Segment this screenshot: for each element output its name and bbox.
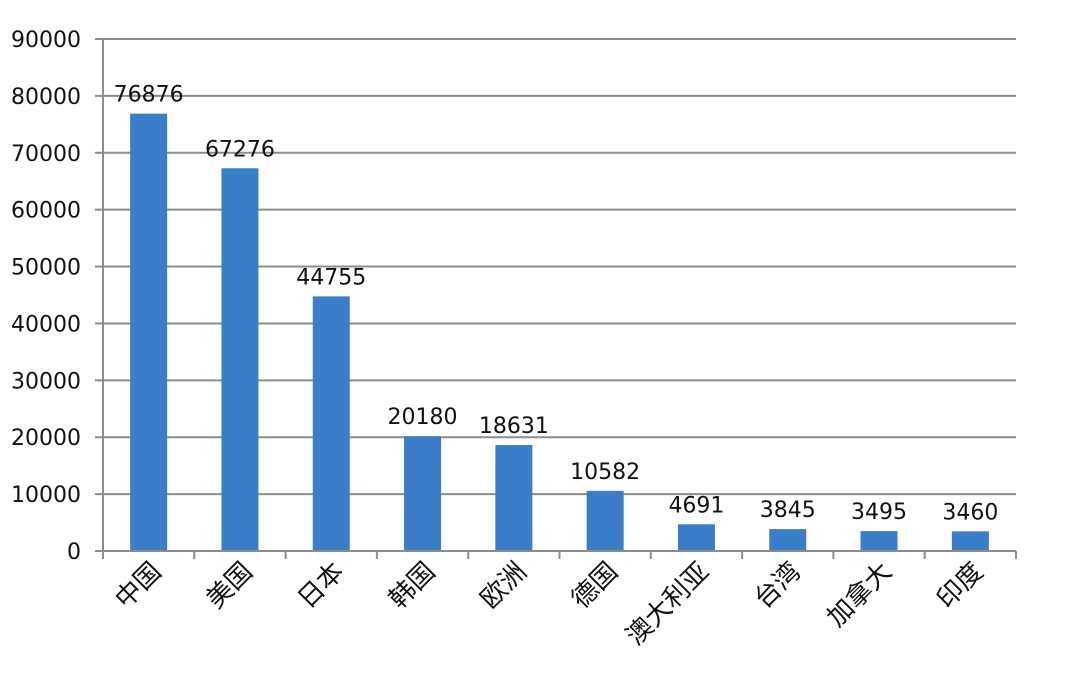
bar-3 (312, 296, 350, 551)
x-tick-label: 欧洲 (475, 557, 533, 615)
bar-9 (860, 531, 898, 551)
x-tick-label: 中国 (110, 557, 168, 615)
x-tick-label: 澳大利亚 (621, 557, 716, 652)
bar-1 (130, 113, 168, 551)
data-label: 10582 (570, 460, 640, 485)
y-tick-label: 70000 (11, 142, 81, 167)
bars (130, 113, 989, 552)
axes: 0 10000 20000 30000 40000 50000 60000 70000 8000… (11, 28, 1017, 565)
y-tick-label: 60000 (11, 199, 81, 224)
data-label: 3460 (942, 500, 998, 525)
x-tick-label: 加拿大 (822, 557, 898, 633)
bar-7 (677, 524, 715, 551)
y-tick-label: 20000 (11, 426, 81, 451)
x-tick-label: 德国 (566, 557, 624, 615)
data-label: 67276 (205, 137, 275, 162)
bar-10 (951, 531, 989, 551)
x-tick-label: 台湾 (749, 557, 807, 615)
y-tick-label: 90000 (11, 28, 81, 53)
y-tick-label: 0 (67, 540, 81, 565)
data-label: 20180 (388, 405, 458, 430)
y-tick-label: 10000 (11, 483, 81, 508)
data-label: 44755 (296, 265, 366, 290)
bar-5 (495, 445, 533, 551)
data-label: 4691 (668, 493, 724, 518)
y-tick-label: 50000 (11, 256, 81, 281)
bar-6 (586, 490, 624, 551)
data-label: 3845 (760, 498, 816, 523)
data-label: 76876 (114, 83, 184, 108)
bar-2 (221, 168, 259, 552)
labels: 76876 中国 67276 美国 44755 日本 20180 韩国 18631 欧洲 10582… (110, 83, 999, 652)
data-label: 3495 (851, 500, 907, 525)
data-label: 18631 (479, 414, 549, 439)
y-tick-label: 40000 (11, 312, 81, 337)
x-tick-label: 美国 (201, 557, 259, 615)
x-tick-label: 韩国 (384, 557, 442, 615)
bar-8 (769, 529, 807, 551)
x-tick-label: 日本 (292, 557, 350, 615)
x-tick-label: 印度 (931, 557, 989, 615)
y-tick-label: 80000 (11, 85, 81, 110)
bar-4 (404, 436, 442, 551)
y-tick-label: 30000 (11, 369, 81, 394)
